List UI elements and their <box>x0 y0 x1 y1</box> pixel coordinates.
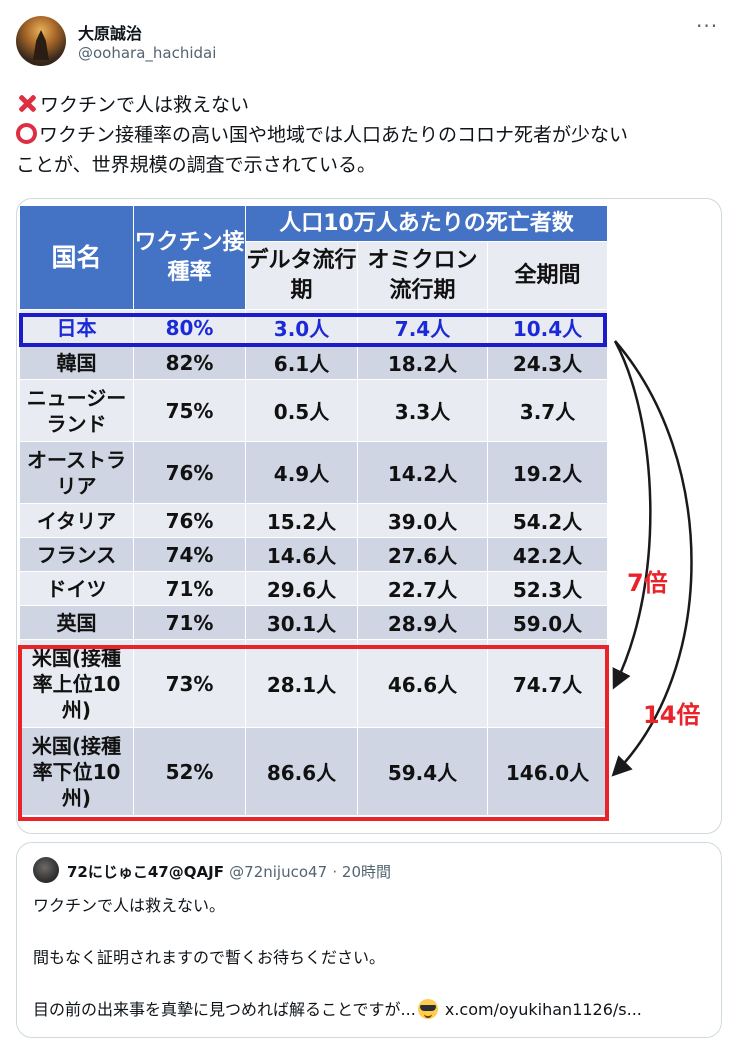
total-cell: 59.0人 <box>487 605 608 640</box>
quote-text: ワクチンで人は救えない。 間もなく証明されますので暫くお待ちください。 目の前の… <box>33 893 713 1023</box>
rate-cell: 73% <box>133 639 246 728</box>
more-options-icon[interactable]: ··· <box>696 14 719 38</box>
country-cell: ドイツ <box>19 571 134 606</box>
omicron-cell: 59.4人 <box>357 727 488 816</box>
country-cell: ニュージーランド <box>19 379 134 442</box>
quote-line-1: ワクチンで人は救えない。 <box>33 896 226 915</box>
delta-cell: 0.5人 <box>245 379 358 442</box>
total-cell: 19.2人 <box>487 441 608 504</box>
quote-author-avatar[interactable] <box>33 857 59 883</box>
omicron-cell: 3.3人 <box>357 379 488 442</box>
table-row: イタリア 76% 15.2人 39.0人 54.2人 <box>19 503 608 538</box>
country-cell: オーストラリア <box>19 441 134 504</box>
omicron-cell: 14.2人 <box>357 441 488 504</box>
tweet-media-image[interactable]: 国名 ワクチン接種率 人口10万人あたりの死亡者数 デルタ流行期 オミクロン流行… <box>16 198 722 834</box>
quote-author-name[interactable]: 72にじゅこ47@QAJF <box>67 863 224 881</box>
arrow-14x <box>611 340 693 777</box>
omicron-cell: 18.2人 <box>357 345 488 380</box>
smiling-face-with-sunglasses-icon <box>417 999 438 1019</box>
delta-cell: 86.6人 <box>245 727 358 816</box>
delta-cell: 30.1人 <box>245 605 358 640</box>
hollow-circle-icon <box>16 123 37 144</box>
quote-line-3: 目の前の出来事を真摯に見つめれば解ることですが... <box>33 1000 416 1019</box>
omicron-cell: 46.6人 <box>357 639 488 728</box>
table-row: オーストラリア 76% 4.9人 14.2人 19.2人 <box>19 441 608 504</box>
delta-cell: 4.9人 <box>245 441 358 504</box>
rate-cell: 52% <box>133 727 246 816</box>
rate-cell: 75% <box>133 379 246 442</box>
country-cell: 韓国 <box>19 345 134 380</box>
header-deaths-group: 人口10万人あたりの死亡者数 <box>245 205 608 242</box>
table-row: 米国(接種率下位10州) 52% 86.6人 59.4人 146.0人 <box>19 727 608 816</box>
total-cell: 24.3人 <box>487 345 608 380</box>
quote-tweet-card[interactable]: 72にじゅこ47@QAJF @72nijuco47 · 20時間 ワクチンで人は… <box>16 842 722 1038</box>
table-row: フランス 74% 14.6人 27.6人 42.2人 <box>19 537 608 572</box>
header-omicron: オミクロン流行期 <box>357 241 488 310</box>
cross-mark-icon <box>16 92 38 114</box>
total-cell: 3.7人 <box>487 379 608 442</box>
quote-timestamp[interactable]: · 20時間 <box>332 863 391 881</box>
table-row: ニュージーランド 75% 0.5人 3.3人 3.7人 <box>19 379 608 442</box>
us-highlight-box <box>18 645 609 821</box>
omicron-cell: 22.7人 <box>357 571 488 606</box>
ratio-label-7x: 7倍 <box>627 569 668 597</box>
table-row: 米国(接種率上位10州) 73% 28.1人 46.6人 74.7人 <box>19 639 608 728</box>
tweet-line-1: ワクチンで人は救えない <box>40 94 250 116</box>
comparison-arrows <box>611 340 693 777</box>
header-total: 全期間 <box>487 241 608 310</box>
country-cell: 英国 <box>19 605 134 640</box>
quote-author-line[interactable]: 72にじゅこ47@QAJF @72nijuco47 · 20時間 <box>67 861 391 882</box>
author-handle[interactable]: @oohara_hachidai <box>78 44 217 62</box>
delta-cell: 14.6人 <box>245 537 358 572</box>
total-cell: 42.2人 <box>487 537 608 572</box>
rate-cell: 76% <box>133 441 246 504</box>
quote-link[interactable]: x.com/oyukihan1126/s... <box>444 1000 642 1019</box>
delta-cell: 28.1人 <box>245 639 358 728</box>
total-cell: 74.7人 <box>487 639 608 728</box>
table-row: ドイツ 71% 29.6人 22.7人 52.3人 <box>19 571 608 606</box>
omicron-cell: 27.6人 <box>357 537 488 572</box>
rate-cell: 74% <box>133 537 246 572</box>
country-cell: 米国(接種率上位10州) <box>19 639 134 728</box>
delta-cell: 15.2人 <box>245 503 358 538</box>
rate-cell: 82% <box>133 345 246 380</box>
arrow-7x <box>612 340 652 690</box>
author-name[interactable]: 大原誠治 <box>78 24 143 43</box>
total-cell: 54.2人 <box>487 503 608 538</box>
death-rate-table: 国名 ワクチン接種率 人口10万人あたりの死亡者数 デルタ流行期 オミクロン流行… <box>19 205 608 816</box>
delta-cell: 6.1人 <box>245 345 358 380</box>
tweet-text: ワクチンで人は救えない ワクチン接種率の高い国や地域では人口あたりのコロナ死者が… <box>16 90 726 180</box>
country-cell: イタリア <box>19 503 134 538</box>
header-country: 国名 <box>19 205 134 310</box>
table-row: 韓国 82% 6.1人 18.2人 24.3人 <box>19 345 608 380</box>
delta-cell: 29.6人 <box>245 571 358 606</box>
author-avatar[interactable] <box>16 16 66 66</box>
japan-highlight-box <box>19 313 607 347</box>
tweet-line-3: ことが、世界規模の調査で示されている。 <box>16 154 377 176</box>
country-cell: 米国(接種率下位10州) <box>19 727 134 816</box>
quote-author-handle[interactable]: @72nijuco47 <box>229 863 328 881</box>
rate-cell: 71% <box>133 571 246 606</box>
table-row: 英国 71% 30.1人 28.9人 59.0人 <box>19 605 608 640</box>
tweet-line-2: ワクチン接種率の高い国や地域では人口あたりのコロナ死者が少ない <box>39 124 629 146</box>
quote-line-2: 間もなく証明されますので暫くお待ちください。 <box>33 948 386 967</box>
omicron-cell: 39.0人 <box>357 503 488 538</box>
ratio-label-14x: 14倍 <box>643 701 701 729</box>
quote-line-3-wrap: 目の前の出来事を真摯に見つめれば解ることですが... x.com/oyukiha… <box>33 997 713 1023</box>
total-cell: 146.0人 <box>487 727 608 816</box>
